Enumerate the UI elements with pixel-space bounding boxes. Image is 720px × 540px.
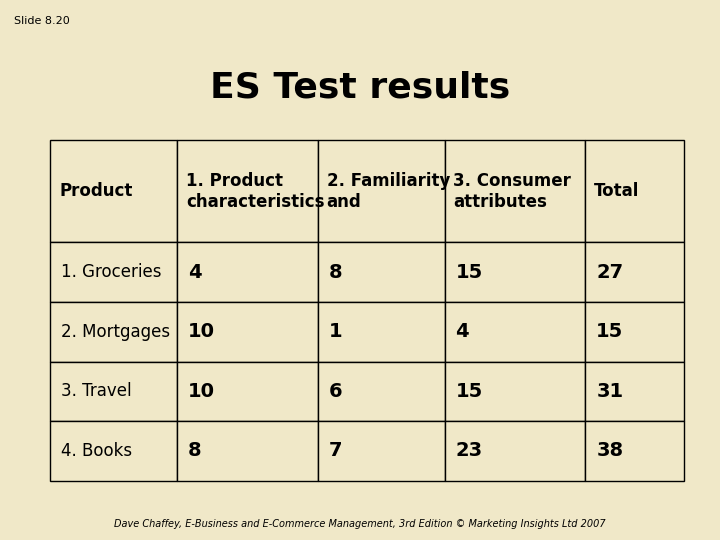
- Text: 23: 23: [456, 441, 482, 460]
- Text: 4: 4: [456, 322, 469, 341]
- Text: 10: 10: [188, 382, 215, 401]
- Text: 2. Familiarity
and: 2. Familiarity and: [327, 172, 450, 211]
- Text: 8: 8: [188, 441, 202, 460]
- Text: 7: 7: [329, 441, 342, 460]
- Text: 15: 15: [456, 382, 482, 401]
- Text: Product: Product: [59, 183, 132, 200]
- Text: 15: 15: [596, 322, 624, 341]
- Text: 27: 27: [596, 263, 624, 282]
- Text: 31: 31: [596, 382, 624, 401]
- Text: ES Test results: ES Test results: [210, 70, 510, 104]
- Text: 6: 6: [329, 382, 342, 401]
- Text: 10: 10: [188, 322, 215, 341]
- Text: 1: 1: [329, 322, 342, 341]
- Text: 1. Product
characteristics: 1. Product characteristics: [186, 172, 324, 211]
- Text: 8: 8: [329, 263, 342, 282]
- Text: Total: Total: [594, 183, 639, 200]
- Text: 3. Travel: 3. Travel: [61, 382, 132, 400]
- Text: Dave Chaffey, E-Business and E-Commerce Management, 3rd Edition © Marketing Insi: Dave Chaffey, E-Business and E-Commerce …: [114, 519, 606, 529]
- Text: 4: 4: [188, 263, 202, 282]
- Text: 38: 38: [596, 441, 624, 460]
- Text: 3. Consumer
attributes: 3. Consumer attributes: [454, 172, 571, 211]
- Text: 4. Books: 4. Books: [61, 442, 132, 460]
- Text: 2. Mortgages: 2. Mortgages: [61, 323, 171, 341]
- Text: 1. Groceries: 1. Groceries: [61, 263, 162, 281]
- Text: Slide 8.20: Slide 8.20: [14, 16, 70, 26]
- Text: 15: 15: [456, 263, 482, 282]
